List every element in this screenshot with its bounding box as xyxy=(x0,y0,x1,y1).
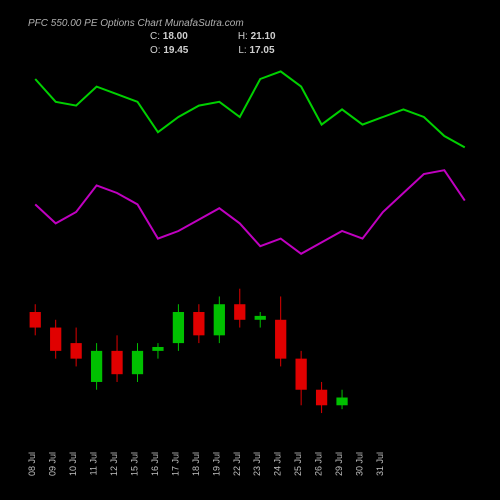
x-axis-label: 09 Jul xyxy=(48,452,58,476)
x-axis-label: 17 Jul xyxy=(170,452,180,476)
indicator-line-2 xyxy=(35,170,465,254)
x-axis-label: 24 Jul xyxy=(273,452,283,476)
candle-body xyxy=(132,351,143,374)
chart-title: PFC 550.00 PE Options Chart MunafaSutra.… xyxy=(28,18,244,29)
chart-svg: 08 Jul 09 Jul 10 Jul 11 Jul 12 Jul 15 Jul 16 J… xyxy=(0,0,500,500)
x-axis-label: 11 Jul xyxy=(89,452,99,475)
candle-body xyxy=(91,351,102,382)
candle-body xyxy=(234,304,245,320)
candle-body xyxy=(214,304,225,335)
x-axis-label: 30 Jul xyxy=(355,452,365,476)
candle-body xyxy=(255,316,266,320)
x-axis-label: 08 Jul xyxy=(27,452,37,476)
x-axis-label: 26 Jul xyxy=(314,452,324,476)
candle-body xyxy=(336,398,347,406)
indicator-line-1 xyxy=(35,71,465,147)
x-axis-label: 15 Jul xyxy=(130,452,140,476)
low-value: L: 17.05 xyxy=(238,44,274,58)
chart-container: PFC 550.00 PE Options Chart MunafaSutra.… xyxy=(0,0,500,500)
candle-body xyxy=(193,312,204,335)
candle-body xyxy=(316,390,327,406)
ohlc-readout: C: 18.00 H: 21.10 O: 19.45 L: 17.05 xyxy=(150,30,276,58)
x-axis-label: 22 Jul xyxy=(232,452,242,476)
candle-body xyxy=(30,312,41,328)
x-axis-label: 23 Jul xyxy=(252,452,262,476)
high-value: H: 21.10 xyxy=(238,30,276,44)
x-axis-label: 12 Jul xyxy=(109,452,119,476)
x-axis-label: 16 Jul xyxy=(150,452,160,476)
candle-body xyxy=(296,359,307,390)
candle-body xyxy=(152,347,163,351)
x-axis-label: 18 Jul xyxy=(191,452,201,476)
x-axis-label: 10 Jul xyxy=(68,452,78,476)
close-value: C: 18.00 xyxy=(150,30,188,44)
x-axis-label: 25 Jul xyxy=(293,452,303,476)
x-axis-label: 19 Jul xyxy=(211,452,221,476)
candle-body xyxy=(111,351,122,374)
candle-body xyxy=(173,312,184,343)
open-value: O: 19.45 xyxy=(150,44,188,58)
candle-body xyxy=(275,320,286,359)
candle-body xyxy=(71,343,82,359)
x-axis-label: 29 Jul xyxy=(334,452,344,476)
x-axis-label: 31 Jul xyxy=(375,452,385,476)
candle-body xyxy=(50,328,61,351)
